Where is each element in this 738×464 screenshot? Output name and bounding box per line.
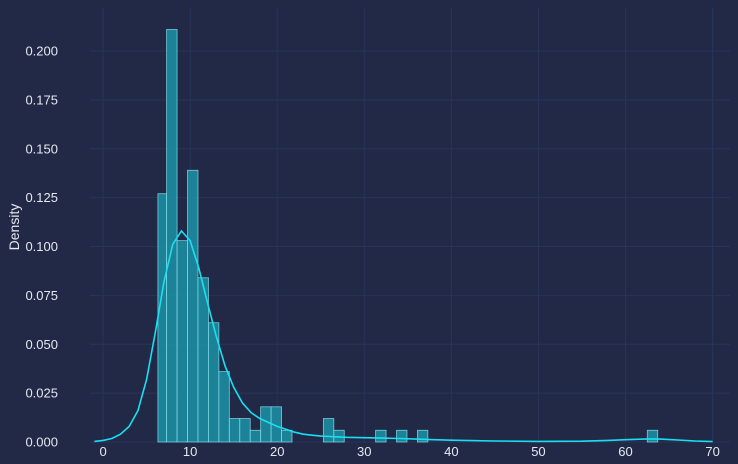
y-tick-label: 0.050 (25, 337, 58, 352)
histogram-bar (228, 418, 241, 443)
histogram-bar (157, 193, 168, 443)
histogram-bar (249, 429, 262, 443)
y-tick-label: 0.175 (25, 92, 58, 107)
y-tick-label: 0.075 (25, 288, 58, 303)
y-tick-label: 0.125 (25, 190, 58, 205)
x-tick-label: 60 (618, 444, 632, 459)
histogram-bar (281, 429, 293, 443)
x-tick-label: 10 (183, 444, 197, 459)
y-tick-label: 0.100 (25, 239, 58, 254)
histogram-bar (646, 429, 659, 443)
histogram-bar (218, 371, 230, 443)
x-tick-label: 70 (705, 444, 719, 459)
x-axis-tick-labels: 0 10 20 30 40 50 60 70 (99, 444, 719, 459)
histogram-bar (396, 429, 408, 443)
histogram-bar (260, 406, 272, 443)
x-tick-label: 0 (99, 444, 106, 459)
histogram-bar (187, 169, 199, 443)
histogram-bar (239, 418, 251, 443)
y-tick-label: 0.025 (25, 386, 58, 401)
y-axis-label: Density (6, 204, 22, 251)
histogram-bar (176, 240, 188, 443)
x-tick-label: 40 (444, 444, 458, 459)
y-axis-tick-labels: 0.000 0.025 0.050 0.075 0.100 0.125 0.150 0.175… (25, 44, 58, 450)
y-tick-label: 0.150 (25, 141, 58, 156)
y-tick-label: 0.200 (25, 44, 58, 59)
x-tick-label: 50 (531, 444, 545, 459)
histogram-bars (157, 29, 659, 443)
y-tick-label: 0.000 (25, 435, 58, 450)
x-tick-label: 30 (357, 444, 371, 459)
histogram-bar (417, 429, 429, 443)
kde-curve (94, 229, 713, 443)
histogram-bar (375, 429, 387, 443)
histogram-bar (322, 418, 335, 443)
x-tick-label: 20 (270, 444, 284, 459)
histogram-bar (166, 29, 178, 443)
